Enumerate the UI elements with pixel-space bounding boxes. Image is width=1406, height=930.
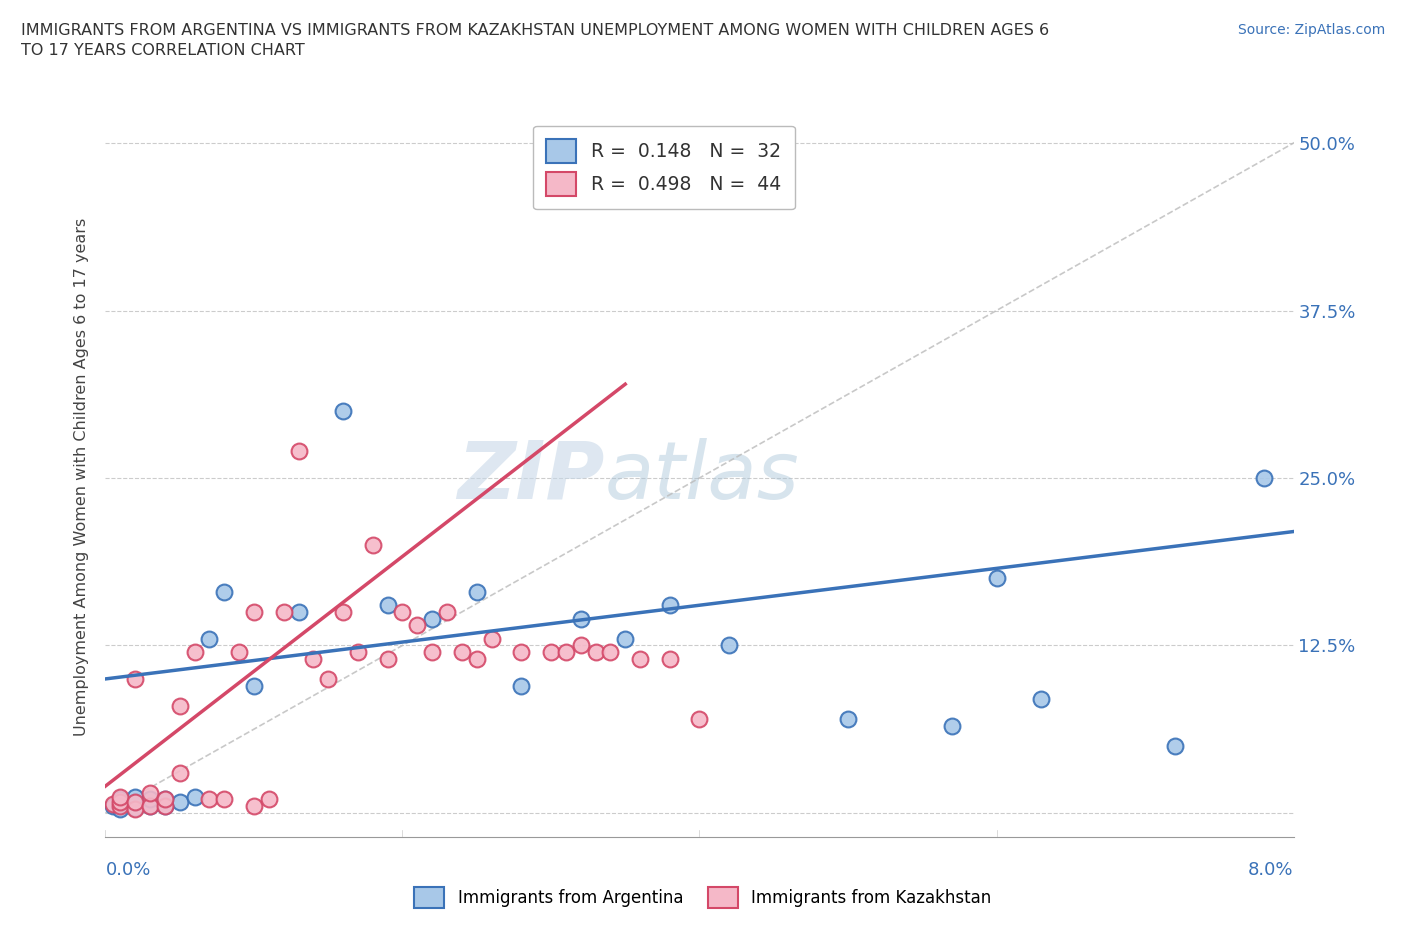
Point bbox=[302, 651, 325, 666]
Point bbox=[718, 638, 741, 653]
Point bbox=[1253, 471, 1275, 485]
Point bbox=[510, 678, 533, 693]
Point bbox=[465, 651, 488, 666]
Point bbox=[110, 795, 132, 810]
Point bbox=[837, 711, 859, 726]
Point bbox=[986, 571, 1008, 586]
Point bbox=[101, 796, 124, 811]
Point bbox=[361, 538, 384, 552]
Point bbox=[124, 795, 146, 810]
Point bbox=[436, 604, 458, 619]
Point bbox=[585, 644, 607, 659]
Point bbox=[243, 678, 266, 693]
Point bbox=[124, 800, 146, 815]
Point bbox=[554, 644, 576, 659]
Point bbox=[169, 698, 191, 713]
Text: Source: ZipAtlas.com: Source: ZipAtlas.com bbox=[1237, 23, 1385, 37]
Point bbox=[198, 631, 221, 646]
Point bbox=[658, 651, 681, 666]
Point bbox=[628, 651, 651, 666]
Point bbox=[287, 604, 309, 619]
Y-axis label: Unemployment Among Women with Children Ages 6 to 17 years: Unemployment Among Women with Children A… bbox=[75, 218, 90, 736]
Legend: Immigrants from Argentina, Immigrants from Kazakhstan: Immigrants from Argentina, Immigrants fr… bbox=[408, 881, 998, 914]
Point bbox=[124, 795, 146, 810]
Point bbox=[153, 792, 176, 807]
Point bbox=[183, 644, 205, 659]
Point bbox=[169, 795, 191, 810]
Legend: R =  0.148   N =  32, R =  0.498   N =  44: R = 0.148 N = 32, R = 0.498 N = 44 bbox=[533, 126, 794, 209]
Point bbox=[450, 644, 472, 659]
Point bbox=[110, 790, 132, 804]
Point bbox=[273, 604, 295, 619]
Point bbox=[124, 802, 146, 817]
Point bbox=[406, 618, 429, 632]
Point bbox=[110, 792, 132, 807]
Point bbox=[110, 796, 132, 811]
Point bbox=[347, 644, 370, 659]
Point bbox=[139, 792, 162, 807]
Point bbox=[316, 671, 339, 686]
Point bbox=[465, 584, 488, 599]
Point bbox=[257, 792, 280, 807]
Point bbox=[153, 799, 176, 814]
Point bbox=[183, 790, 205, 804]
Point bbox=[243, 799, 266, 814]
Point bbox=[153, 792, 176, 807]
Text: 8.0%: 8.0% bbox=[1249, 861, 1294, 879]
Point bbox=[101, 799, 124, 814]
Point bbox=[569, 611, 592, 626]
Point bbox=[1164, 738, 1187, 753]
Point bbox=[243, 604, 266, 619]
Point bbox=[377, 598, 399, 613]
Point bbox=[377, 651, 399, 666]
Point bbox=[569, 638, 592, 653]
Point bbox=[481, 631, 503, 646]
Point bbox=[214, 792, 236, 807]
Point bbox=[228, 644, 250, 659]
Point bbox=[1029, 692, 1052, 707]
Point bbox=[599, 644, 621, 659]
Point bbox=[110, 802, 132, 817]
Point bbox=[689, 711, 711, 726]
Point bbox=[941, 718, 963, 733]
Point bbox=[420, 611, 443, 626]
Point bbox=[110, 799, 132, 814]
Point bbox=[510, 644, 533, 659]
Text: ZIP: ZIP bbox=[457, 438, 605, 515]
Point bbox=[332, 604, 354, 619]
Point bbox=[124, 790, 146, 804]
Point bbox=[124, 671, 146, 686]
Point bbox=[169, 765, 191, 780]
Point bbox=[658, 598, 681, 613]
Point bbox=[332, 404, 354, 418]
Point bbox=[139, 785, 162, 800]
Point bbox=[287, 444, 309, 458]
Point bbox=[198, 792, 221, 807]
Point bbox=[614, 631, 637, 646]
Point bbox=[214, 584, 236, 599]
Point bbox=[391, 604, 413, 619]
Point bbox=[420, 644, 443, 659]
Text: IMMIGRANTS FROM ARGENTINA VS IMMIGRANTS FROM KAZAKHSTAN UNEMPLOYMENT AMONG WOMEN: IMMIGRANTS FROM ARGENTINA VS IMMIGRANTS … bbox=[21, 23, 1049, 58]
Text: 0.0%: 0.0% bbox=[105, 861, 150, 879]
Point bbox=[139, 799, 162, 814]
Point bbox=[540, 644, 562, 659]
Point bbox=[153, 799, 176, 814]
Text: atlas: atlas bbox=[605, 438, 799, 515]
Point bbox=[139, 799, 162, 814]
